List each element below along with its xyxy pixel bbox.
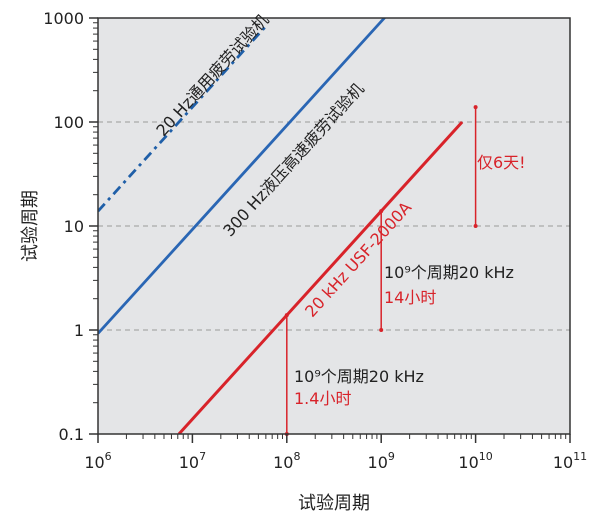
- y-tick-label: 1000: [43, 9, 84, 28]
- annotation-dot: [473, 105, 478, 110]
- series-line-0: [98, 25, 267, 213]
- annotation-text-2: 仅6天!: [477, 153, 526, 172]
- annotations-group: [284, 105, 478, 436]
- y-tick-label: 10: [64, 217, 84, 236]
- y-tick-label: 0.1: [59, 425, 84, 444]
- x-tick-label: 1011: [553, 450, 587, 472]
- x-tick-label: 109: [368, 450, 395, 472]
- series-group: [98, 18, 464, 434]
- annotation-subtext-1: 14小时: [384, 288, 436, 307]
- x-tick-label: 106: [84, 450, 111, 472]
- annotation-dot: [284, 313, 289, 318]
- annotation-dot: [379, 328, 384, 332]
- annotation-subtext-0: 1.4小时: [294, 389, 351, 408]
- series-line-1: [98, 18, 387, 335]
- annotation-text-0: 10⁹个周期20 kHz: [294, 367, 424, 386]
- annotation-text-1: 10⁹个周期20 kHz: [384, 263, 514, 282]
- y-tick-label: 100: [53, 113, 84, 132]
- series-line-2: [177, 120, 464, 434]
- axes: [89, 17, 571, 443]
- annotation-dot: [379, 209, 384, 214]
- y-axis-title: 试验周期: [20, 190, 41, 262]
- y-tick-label: 1: [74, 321, 84, 340]
- x-tick-label: 108: [273, 450, 300, 472]
- grid: [98, 121, 570, 331]
- annotation-dot: [473, 224, 478, 228]
- x-tick-label: 107: [179, 450, 206, 472]
- x-axis-title: 试验周期: [298, 493, 370, 514]
- x-tick-label: 1010: [458, 450, 492, 472]
